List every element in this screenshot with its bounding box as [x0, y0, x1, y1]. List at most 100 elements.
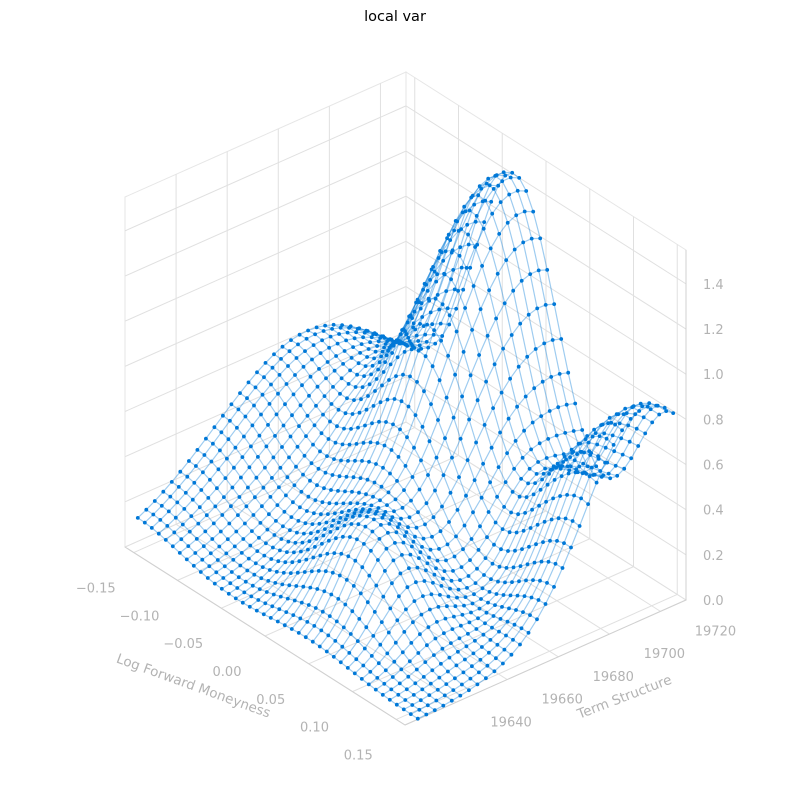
surface-point: [551, 464, 556, 469]
surface-point: [528, 272, 533, 276]
surface-point: [550, 467, 554, 472]
surface-point: [285, 475, 290, 480]
y-tick-label: 19660: [542, 693, 583, 708]
surface-point: [359, 677, 364, 681]
surface-point: [572, 458, 577, 463]
surface-point: [172, 530, 177, 535]
surface-point: [496, 183, 501, 188]
surface-point: [395, 618, 400, 623]
surface-point: [440, 302, 445, 307]
surface-point: [393, 640, 398, 645]
surface-point: [465, 222, 470, 227]
gridline: [124, 195, 407, 322]
surface-point: [472, 478, 477, 482]
surface-point: [487, 288, 491, 293]
surface-point: [572, 493, 576, 498]
surface-point: [429, 592, 434, 597]
surface-point: [330, 524, 334, 528]
surface-point: [519, 278, 524, 283]
surface-point: [427, 555, 431, 560]
surface-point: [444, 395, 449, 400]
surface-point: [290, 560, 295, 565]
surface-point: [375, 441, 380, 445]
surface-point: [351, 475, 356, 480]
surface-point: [657, 412, 662, 417]
surface-point: [260, 565, 265, 569]
surface-point: [279, 357, 283, 361]
surface-point: [372, 610, 377, 614]
surface-point: [478, 524, 482, 529]
surface-point: [476, 548, 481, 552]
surface-point: [396, 692, 401, 697]
surface-point: [531, 209, 536, 214]
surface-point: [622, 466, 627, 471]
surface-point: [494, 592, 499, 596]
surface-point: [357, 617, 362, 621]
surface-point: [404, 607, 408, 612]
surface-point: [525, 354, 530, 359]
surface-point: [274, 412, 279, 417]
surface-point: [168, 494, 173, 499]
surface-point: [338, 516, 343, 520]
surface-point: [511, 637, 515, 642]
surface-point: [263, 361, 268, 365]
surface-point: [237, 495, 242, 499]
surface-point: [361, 507, 365, 512]
surface-point: [387, 378, 391, 382]
surface-point: [340, 510, 344, 514]
surface-point: [340, 644, 345, 649]
surface-point: [246, 380, 251, 385]
surface-point: [195, 448, 200, 452]
surface-point: [355, 372, 359, 377]
surface-point: [236, 513, 240, 517]
surface-point: [592, 472, 597, 477]
surface-point: [403, 534, 407, 538]
surface-point: [324, 520, 329, 525]
surface-point: [454, 663, 459, 668]
surface-point: [500, 179, 505, 184]
surface-point: [529, 447, 533, 452]
surface-point: [309, 569, 314, 574]
surface-point: [491, 614, 496, 618]
surface-point: [454, 534, 458, 539]
surface-point: [664, 409, 669, 413]
surface-point: [390, 351, 394, 355]
surface-point: [299, 549, 303, 554]
surface-point: [202, 453, 207, 457]
surface-point: [398, 427, 402, 432]
surface-point: [406, 525, 410, 530]
surface-point: [165, 524, 170, 528]
surface-point: [359, 342, 364, 346]
surface-point: [169, 480, 174, 484]
surface-point: [266, 579, 271, 583]
surface-point: [228, 581, 233, 586]
surface-point: [554, 433, 559, 438]
surface-point: [578, 441, 582, 446]
surface-point: [287, 349, 292, 354]
surface-point: [417, 300, 421, 305]
surface-point: [405, 320, 410, 325]
surface-point: [198, 570, 203, 574]
surface-point: [446, 232, 451, 237]
surface-point: [192, 480, 197, 485]
surface-point: [501, 170, 506, 175]
surface-point: [354, 507, 358, 512]
axis-line: [124, 546, 406, 726]
surface-point: [225, 456, 229, 461]
surface-point: [374, 377, 379, 381]
surface-point: [549, 375, 554, 379]
surface-point: [218, 529, 223, 534]
surface-point: [552, 478, 557, 482]
surface-point: [538, 236, 543, 241]
surface-point: [258, 521, 263, 525]
surface-point: [295, 530, 299, 535]
surface-point: [565, 493, 569, 497]
surface-point: [504, 258, 509, 262]
surface-point: [469, 537, 474, 541]
surface-point: [650, 420, 655, 425]
surface-point: [463, 306, 467, 310]
surface-point: [517, 176, 522, 180]
surface-point: [631, 404, 636, 408]
surface-point: [466, 242, 471, 247]
surface-point: [364, 625, 369, 630]
